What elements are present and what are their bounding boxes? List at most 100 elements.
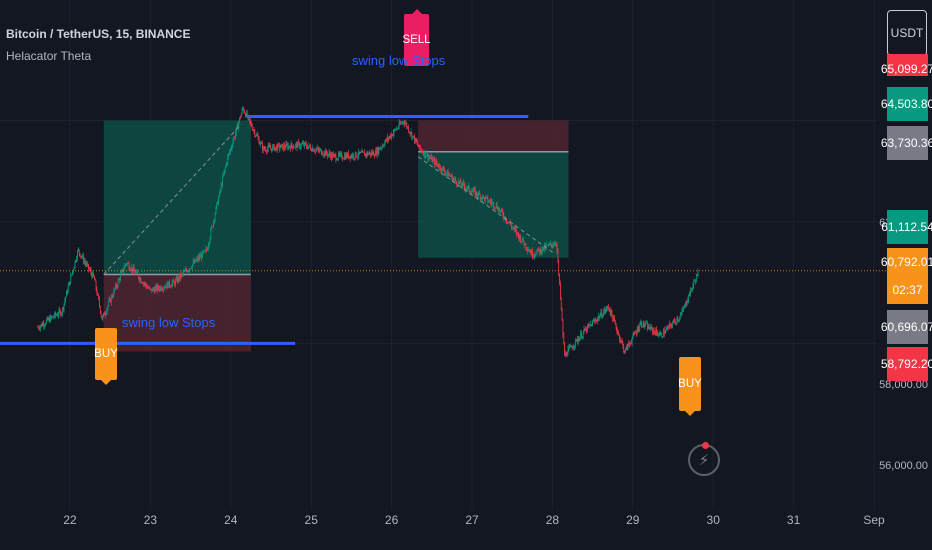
candle-body bbox=[457, 184, 458, 186]
candle-body bbox=[132, 267, 134, 272]
candle-body bbox=[651, 326, 652, 328]
candle-body bbox=[525, 243, 527, 248]
sell-signal[interactable]: SELL bbox=[402, 9, 431, 66]
candle-body bbox=[645, 323, 647, 326]
candle-body bbox=[210, 228, 212, 238]
candle-body bbox=[305, 142, 306, 144]
candle-body bbox=[170, 286, 172, 288]
candle-body bbox=[232, 141, 234, 147]
candle-body bbox=[624, 351, 625, 353]
candle-body bbox=[126, 263, 128, 264]
candle-body bbox=[663, 330, 664, 337]
candle-body bbox=[197, 257, 199, 260]
candle-body bbox=[353, 154, 354, 158]
candle-body bbox=[612, 315, 614, 322]
candle-body bbox=[171, 283, 173, 287]
candle-body bbox=[407, 126, 408, 128]
candle-body bbox=[175, 277, 177, 280]
candle-body bbox=[155, 285, 157, 288]
candle-body bbox=[92, 272, 94, 278]
candle-body bbox=[83, 255, 84, 263]
candle-body bbox=[243, 108, 245, 113]
candle-body bbox=[325, 150, 327, 156]
buy-signal-2[interactable]: BUY bbox=[678, 357, 702, 416]
candle-body bbox=[536, 251, 538, 255]
candle-body bbox=[288, 145, 289, 149]
candle-body bbox=[254, 130, 256, 136]
candle-body bbox=[267, 148, 268, 152]
candle-body bbox=[480, 197, 482, 200]
candle-body bbox=[343, 158, 344, 160]
candle-body bbox=[587, 325, 588, 332]
buy-signal-1[interactable]: BUY bbox=[94, 328, 118, 385]
candle-body bbox=[588, 324, 590, 327]
candle-body bbox=[388, 137, 390, 140]
candle-body bbox=[139, 278, 141, 281]
candle-body bbox=[524, 243, 526, 246]
candle-body bbox=[496, 204, 498, 209]
candle-body bbox=[370, 152, 372, 155]
candle-body bbox=[273, 144, 274, 147]
candle-body bbox=[448, 174, 450, 177]
candle-body bbox=[144, 283, 146, 285]
candle-body bbox=[297, 142, 299, 149]
candle-body bbox=[45, 320, 47, 325]
candle-body bbox=[526, 247, 527, 250]
candle-body bbox=[661, 332, 663, 337]
candle-body bbox=[391, 134, 392, 138]
candle-body bbox=[332, 154, 334, 158]
candle-body bbox=[402, 121, 403, 124]
candle-body bbox=[539, 248, 541, 253]
candle-body bbox=[472, 191, 473, 192]
candle-body bbox=[167, 282, 169, 288]
candle-body bbox=[311, 149, 312, 152]
candle-body bbox=[302, 143, 304, 144]
candle-body bbox=[289, 147, 291, 150]
candle-body bbox=[527, 250, 529, 252]
candle-body bbox=[570, 345, 571, 348]
candle-body bbox=[218, 197, 219, 205]
candle-body bbox=[251, 122, 252, 127]
candle-body bbox=[383, 145, 385, 147]
candle-body bbox=[571, 345, 572, 348]
candle-body bbox=[435, 160, 437, 164]
candle-body bbox=[557, 250, 559, 261]
candle-body bbox=[85, 262, 87, 265]
candle-body bbox=[434, 159, 435, 165]
candle-body bbox=[590, 324, 592, 326]
candle-body bbox=[193, 261, 195, 263]
candle-body bbox=[397, 127, 399, 129]
candle-body bbox=[550, 243, 552, 245]
candle-body bbox=[600, 311, 602, 316]
candle-body bbox=[649, 328, 651, 330]
candle-body bbox=[137, 271, 138, 275]
candle-body bbox=[641, 326, 643, 328]
candle-body bbox=[299, 142, 300, 148]
candle-body bbox=[203, 250, 205, 252]
candle-body bbox=[371, 152, 373, 155]
candle-body bbox=[405, 123, 407, 125]
candle-body bbox=[159, 286, 161, 290]
candle-body bbox=[328, 152, 330, 155]
candle-body bbox=[508, 221, 510, 223]
candle-body bbox=[205, 248, 207, 250]
candle-body bbox=[141, 282, 143, 283]
candle-body bbox=[81, 256, 83, 258]
candle-body bbox=[547, 245, 549, 247]
currency-button[interactable]: USDT bbox=[887, 10, 927, 56]
candle-body bbox=[683, 308, 685, 310]
candle-body bbox=[110, 298, 111, 303]
candle-body bbox=[214, 213, 216, 220]
candle-body bbox=[57, 315, 59, 316]
candle-body bbox=[242, 108, 244, 110]
candle-body bbox=[643, 321, 645, 327]
candle-body bbox=[256, 134, 257, 136]
candle-body bbox=[576, 339, 577, 340]
candle-body bbox=[439, 165, 441, 169]
candle-body bbox=[343, 155, 345, 159]
candle-body bbox=[41, 323, 43, 327]
candle-body bbox=[329, 152, 331, 156]
candle-body bbox=[172, 280, 174, 284]
candle-body bbox=[233, 137, 235, 142]
